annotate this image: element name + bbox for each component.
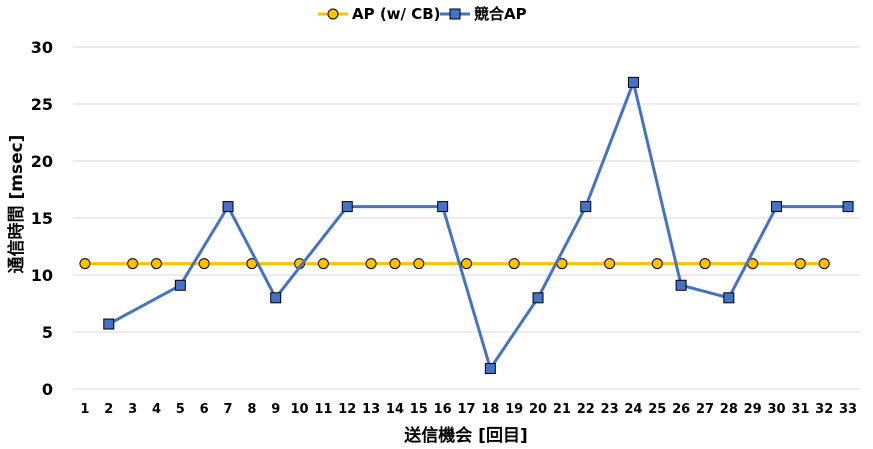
x-tick-label: 4 — [152, 402, 161, 417]
x-tick-label: 3 — [128, 402, 137, 417]
y-tick-label: 30 — [31, 38, 53, 57]
data-point-circle — [699, 258, 711, 270]
data-point-circle — [461, 258, 472, 270]
x-axis-title: 送信機会 [回目] — [404, 425, 527, 446]
data-point-square — [723, 292, 735, 304]
y-axis-title: 通信時間 [msec] — [6, 135, 27, 274]
data-point-square — [103, 318, 115, 330]
data-point-circle — [198, 258, 210, 270]
x-tick-label: 30 — [767, 402, 785, 417]
series-layer — [79, 76, 854, 374]
x-tick-label: 10 — [291, 402, 309, 417]
data-point-square — [174, 279, 186, 291]
series-line-2 — [108, 80, 849, 370]
x-tick-label: 14 — [386, 402, 404, 417]
x-tick-label: 8 — [247, 402, 256, 417]
x-tick-label: 1 — [80, 402, 89, 417]
data-point-square — [437, 201, 449, 213]
legend-marker-circle — [327, 8, 339, 20]
data-point-circle — [818, 258, 830, 270]
x-tick-label: 12 — [338, 402, 356, 417]
y-tick-label: 25 — [31, 95, 53, 114]
data-point-square — [341, 201, 353, 213]
y-tick-label: 10 — [31, 266, 53, 285]
data-point-square — [580, 201, 592, 213]
data-point-circle — [508, 258, 520, 270]
data-point-circle — [604, 258, 616, 270]
y-tick-label: 20 — [31, 152, 53, 171]
x-tick-label: 21 — [553, 402, 571, 417]
x-tick-label: 19 — [505, 402, 523, 417]
x-tick-label: 32 — [815, 402, 833, 417]
x-tick-label: 16 — [434, 402, 452, 417]
x-tick-label: 23 — [601, 402, 619, 417]
data-point-square — [627, 76, 639, 88]
legend-label-1: AP (w/ CB) — [352, 5, 441, 23]
data-point-square — [771, 201, 783, 213]
x-tick-label: 28 — [720, 402, 738, 417]
data-point-square — [270, 292, 282, 304]
gridlines — [73, 46, 860, 390]
data-point-circle — [651, 258, 663, 270]
data-point-circle — [79, 258, 91, 270]
data-point-circle — [317, 258, 329, 270]
data-point-circle — [127, 258, 139, 270]
x-tick-label: 25 — [648, 402, 666, 417]
x-tick-label: 11 — [314, 402, 332, 417]
x-tick-label: 26 — [672, 402, 690, 417]
x-tick-label: 18 — [481, 402, 499, 417]
x-tick-label: 2 — [104, 402, 113, 417]
x-tick-label: 20 — [529, 402, 547, 417]
x-tick-label: 33 — [839, 402, 857, 417]
x-axis-ticks: 1 2 3 4 5 6 7 8 9 10 11 12 13 14 15 16 17 18 19 20 21 22 23 24 2… — [80, 402, 857, 417]
x-tick-label: 15 — [410, 402, 428, 417]
legend-label-2: 競合AP — [474, 5, 527, 23]
x-tick-label: 24 — [624, 402, 642, 417]
x-tick-label: 5 — [176, 402, 185, 417]
data-point-square — [484, 362, 496, 374]
x-tick-label: 31 — [791, 402, 809, 417]
x-tick-label: 22 — [577, 402, 595, 417]
data-point-circle — [794, 258, 806, 270]
legend-marker-square — [449, 8, 461, 20]
data-point-square — [675, 279, 687, 291]
y-tick-label: 0 — [42, 380, 53, 399]
data-point-circle — [413, 258, 425, 270]
y-tick-label: 5 — [42, 323, 53, 342]
x-tick-label: 17 — [457, 402, 475, 417]
y-axis-ticks: 0 5 10 15 20 25 30 — [31, 38, 53, 399]
data-point-square — [222, 201, 234, 213]
data-point-circle — [389, 258, 401, 270]
data-point-circle — [365, 258, 377, 270]
y-tick-label: 15 — [31, 209, 53, 228]
x-tick-label: 13 — [362, 402, 380, 417]
data-point-square — [532, 292, 544, 304]
data-point-circle — [150, 258, 162, 270]
x-tick-label: 7 — [223, 402, 232, 417]
data-point-square — [842, 201, 854, 213]
x-tick-label: 6 — [200, 402, 209, 417]
x-tick-label: 29 — [744, 402, 762, 417]
legend: AP (w/ CB) 競合AP — [318, 5, 527, 23]
x-tick-label: 27 — [696, 402, 714, 417]
x-tick-label: 9 — [271, 402, 280, 417]
